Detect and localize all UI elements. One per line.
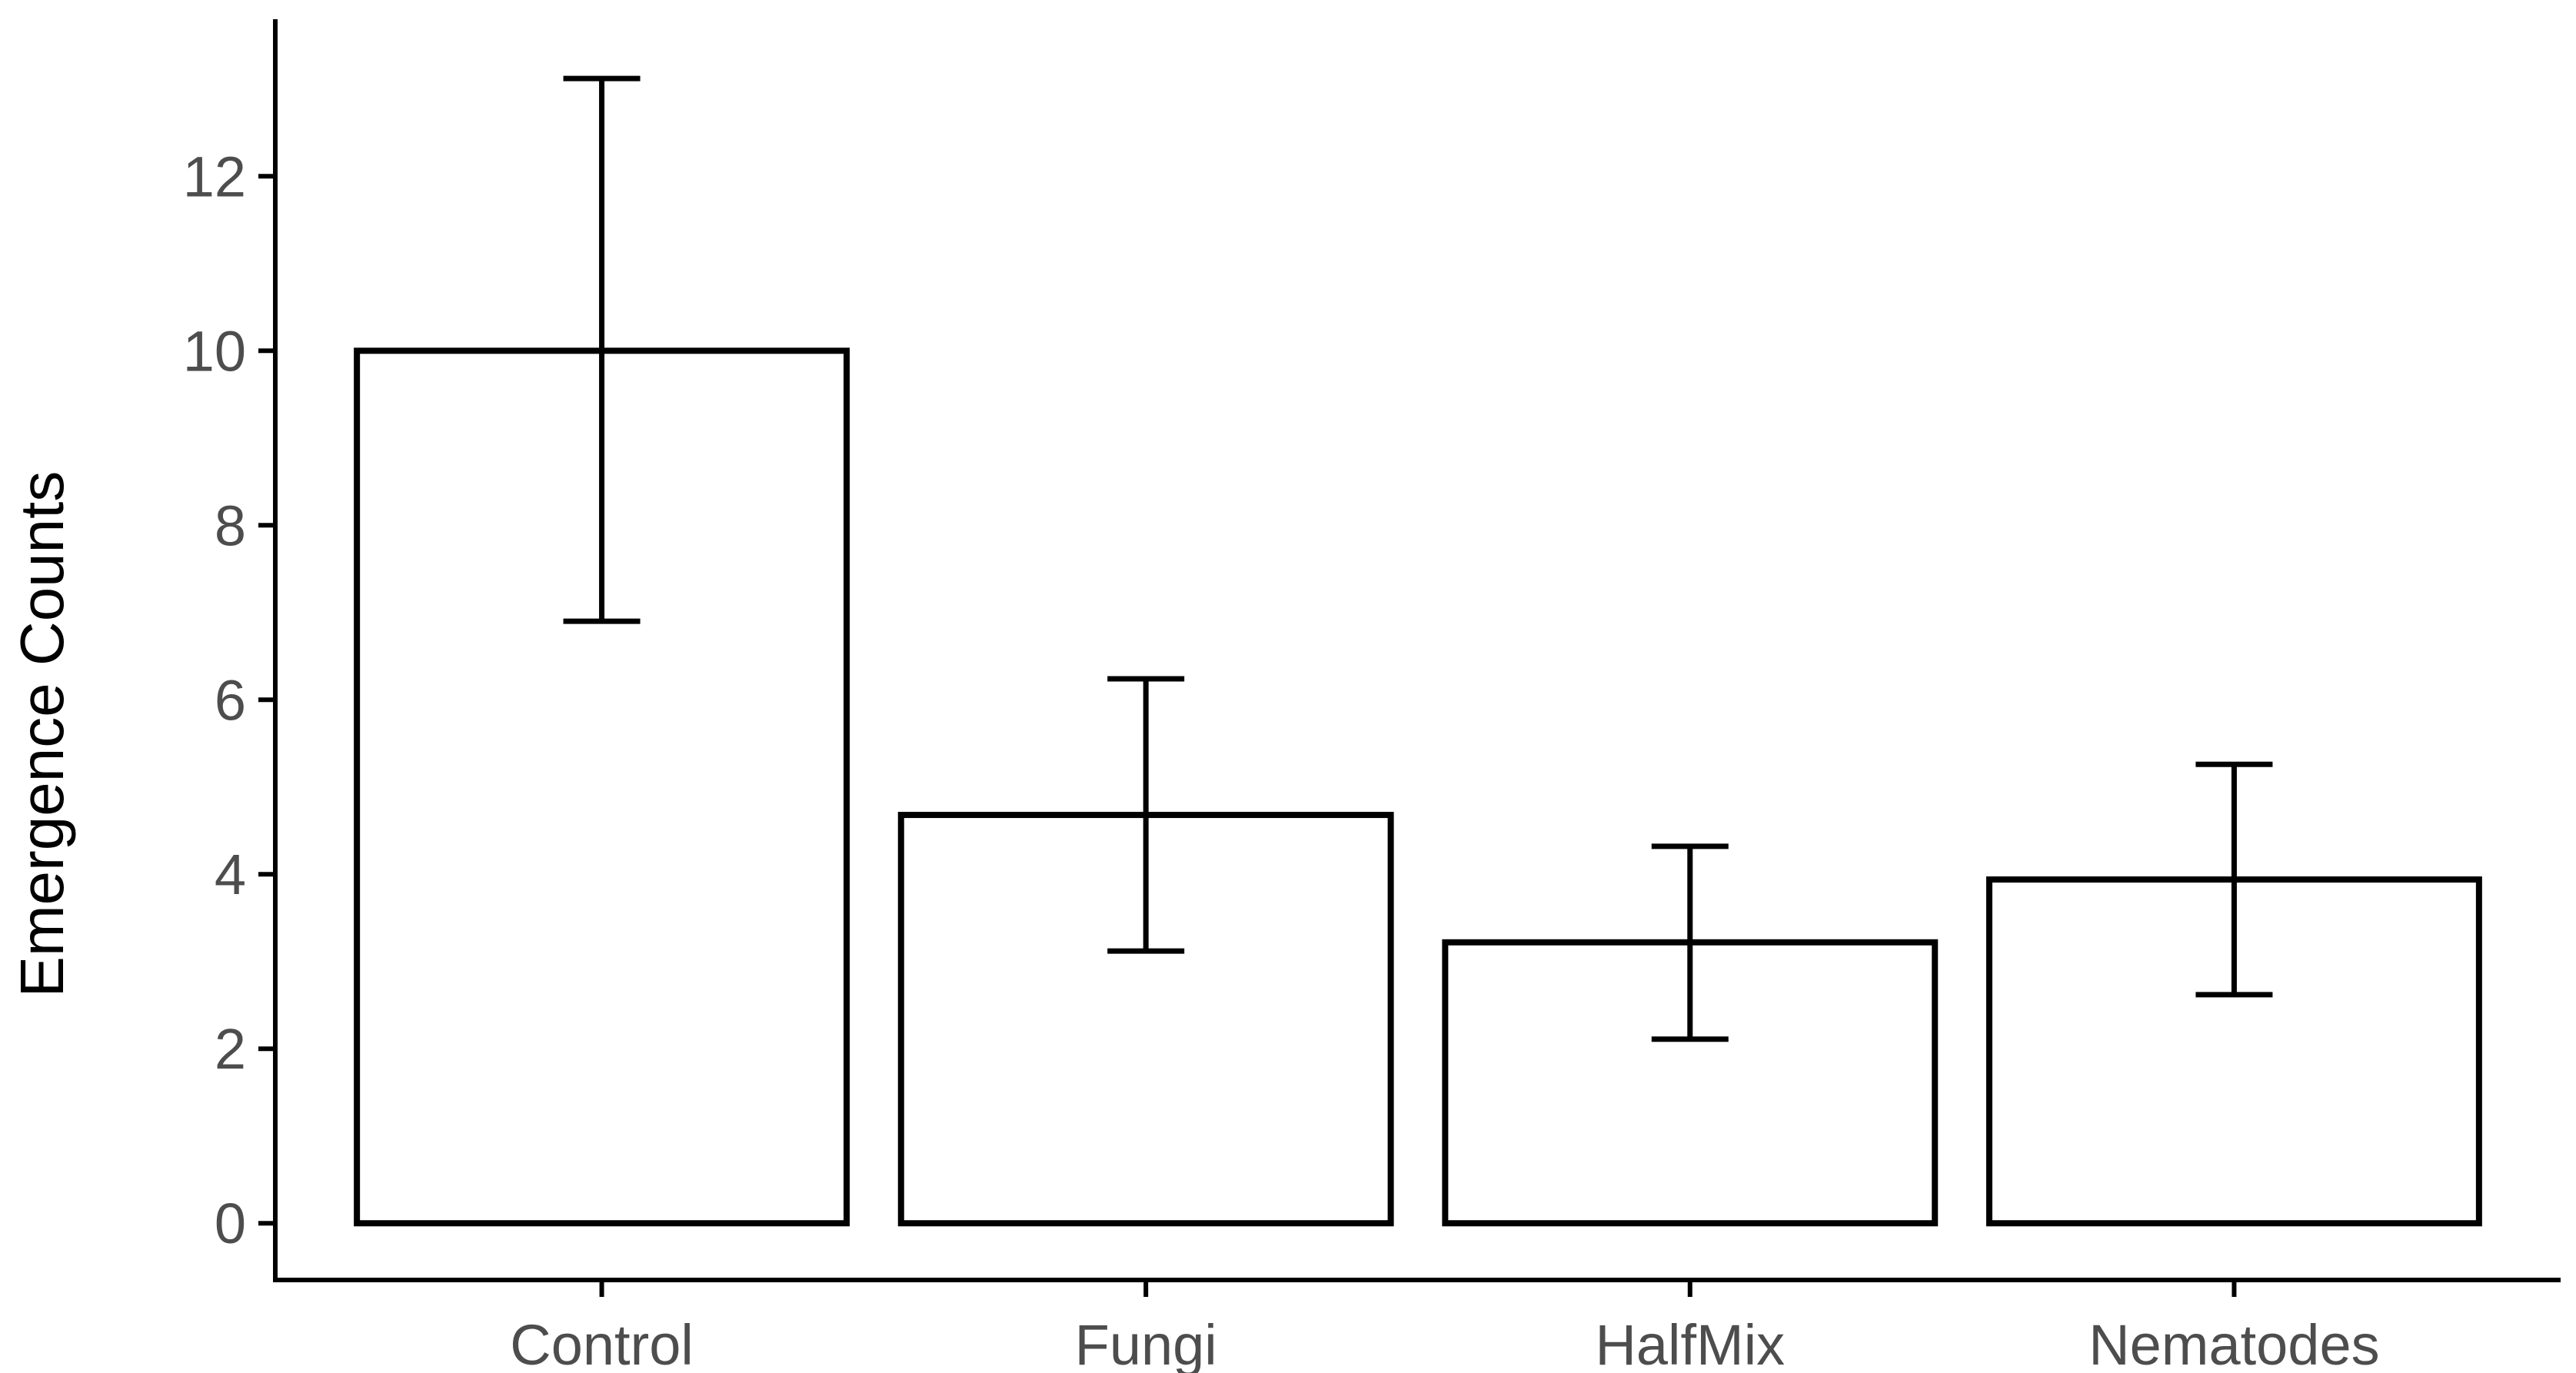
x-tick-label-halfmix: HalfMix (1595, 1313, 1785, 1373)
y-tick-label: 0 (215, 1192, 246, 1255)
errorbar-control (563, 75, 641, 624)
errorbar-nematodes (2195, 761, 2273, 998)
y-tick-label: 4 (215, 843, 246, 906)
x-ticks: Control Fungi HalfMix Nematodes (510, 1280, 2380, 1373)
y-tick-label: 8 (215, 494, 246, 557)
y-axis-title: Emergence Counts (8, 471, 76, 998)
y-tick-label: 6 (215, 668, 246, 732)
bars-layer (354, 347, 2482, 1227)
x-tick-label-control: Control (510, 1313, 694, 1373)
y-tick-label: 2 (215, 1017, 246, 1081)
errorbar-fungi (1107, 676, 1185, 954)
x-tick-label-nematodes: Nematodes (2088, 1313, 2379, 1373)
axes-layer (273, 19, 2561, 1282)
y-tick-label: 10 (183, 319, 246, 383)
errorbar-halfmix (1651, 843, 1729, 1042)
y-ticks: 0 2 4 6 8 10 12 (183, 145, 275, 1255)
y-tick-label: 12 (183, 145, 246, 208)
errorbars-layer (563, 75, 2273, 1042)
x-tick-label-fungi: Fungi (1075, 1313, 1217, 1373)
